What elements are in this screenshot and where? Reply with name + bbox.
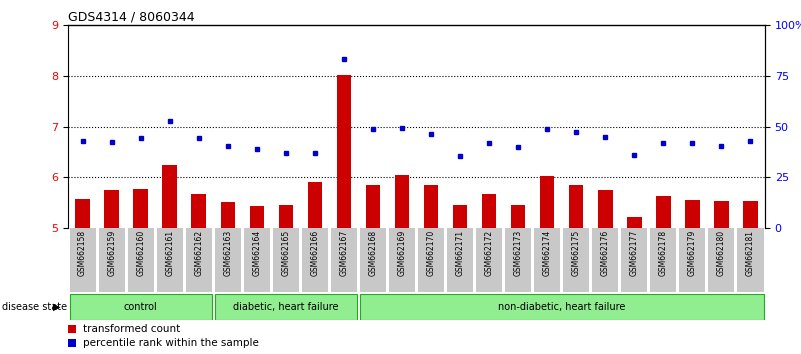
Text: GSM662168: GSM662168 — [368, 230, 377, 276]
Bar — [186, 228, 211, 292]
Text: GSM662167: GSM662167 — [340, 230, 348, 276]
Text: GSM662164: GSM662164 — [252, 230, 261, 276]
Bar — [68, 339, 76, 347]
Bar — [302, 228, 328, 292]
Bar — [99, 228, 125, 292]
Text: diabetic, heart failure: diabetic, heart failure — [233, 302, 339, 312]
Bar — [453, 205, 467, 228]
Text: GSM662162: GSM662162 — [195, 230, 203, 276]
Text: GSM662163: GSM662163 — [223, 230, 232, 276]
Text: GSM662161: GSM662161 — [165, 230, 174, 276]
Text: GSM662178: GSM662178 — [659, 230, 668, 276]
Text: GSM662171: GSM662171 — [456, 230, 465, 276]
Bar — [273, 228, 299, 292]
Bar — [279, 205, 293, 228]
Bar — [366, 185, 380, 228]
Bar — [157, 228, 183, 292]
Bar — [622, 228, 647, 292]
Bar — [598, 190, 613, 228]
Text: GSM662160: GSM662160 — [136, 230, 145, 276]
Bar — [104, 190, 119, 228]
Bar — [714, 201, 729, 228]
Bar — [505, 228, 531, 292]
Bar — [163, 165, 177, 228]
FancyBboxPatch shape — [215, 295, 357, 320]
Bar — [447, 228, 473, 292]
FancyBboxPatch shape — [70, 295, 211, 320]
Bar — [389, 228, 415, 292]
Text: GSM662169: GSM662169 — [397, 230, 406, 276]
Text: ▶: ▶ — [53, 302, 60, 312]
Bar — [534, 228, 560, 292]
Bar — [708, 228, 735, 292]
Text: disease state: disease state — [2, 302, 67, 312]
Bar — [244, 228, 270, 292]
Text: percentile rank within the sample: percentile rank within the sample — [83, 338, 259, 348]
Bar — [476, 228, 502, 292]
Bar — [68, 325, 76, 333]
FancyBboxPatch shape — [360, 295, 763, 320]
Bar — [656, 196, 670, 228]
Bar — [360, 228, 386, 292]
Text: GSM662175: GSM662175 — [572, 230, 581, 276]
Bar — [563, 228, 590, 292]
Text: GSM662174: GSM662174 — [543, 230, 552, 276]
Text: control: control — [124, 302, 158, 312]
Bar — [331, 228, 357, 292]
Bar — [191, 194, 206, 228]
Text: GDS4314 / 8060344: GDS4314 / 8060344 — [68, 11, 195, 24]
Bar — [220, 202, 235, 228]
Bar — [215, 228, 241, 292]
Text: non-diabetic, heart failure: non-diabetic, heart failure — [498, 302, 626, 312]
Bar — [70, 228, 95, 292]
Text: GSM662179: GSM662179 — [688, 230, 697, 276]
Bar — [738, 228, 763, 292]
Text: GSM662172: GSM662172 — [485, 230, 493, 276]
Text: GSM662158: GSM662158 — [78, 230, 87, 276]
Bar — [743, 201, 758, 228]
Text: GSM662170: GSM662170 — [427, 230, 436, 276]
Bar — [592, 228, 618, 292]
Text: GSM662180: GSM662180 — [717, 230, 726, 276]
Text: GSM662176: GSM662176 — [601, 230, 610, 276]
Bar — [569, 185, 583, 228]
Bar — [627, 217, 642, 228]
Text: GSM662181: GSM662181 — [746, 230, 755, 276]
Bar — [540, 176, 554, 228]
Bar — [650, 228, 676, 292]
Bar — [75, 199, 90, 228]
Bar — [685, 200, 699, 228]
Bar — [418, 228, 444, 292]
Bar — [424, 184, 438, 228]
Text: GSM662177: GSM662177 — [630, 230, 638, 276]
Bar — [482, 194, 497, 228]
Bar — [308, 182, 322, 228]
Text: GSM662165: GSM662165 — [281, 230, 290, 276]
Bar — [336, 75, 351, 228]
Bar — [134, 189, 148, 228]
Bar — [250, 206, 264, 228]
Text: GSM662166: GSM662166 — [311, 230, 320, 276]
Bar — [395, 176, 409, 228]
Bar — [511, 205, 525, 228]
Text: GSM662159: GSM662159 — [107, 230, 116, 276]
Text: transformed count: transformed count — [83, 324, 179, 334]
Text: GSM662173: GSM662173 — [513, 230, 522, 276]
Bar — [679, 228, 706, 292]
Bar — [127, 228, 154, 292]
